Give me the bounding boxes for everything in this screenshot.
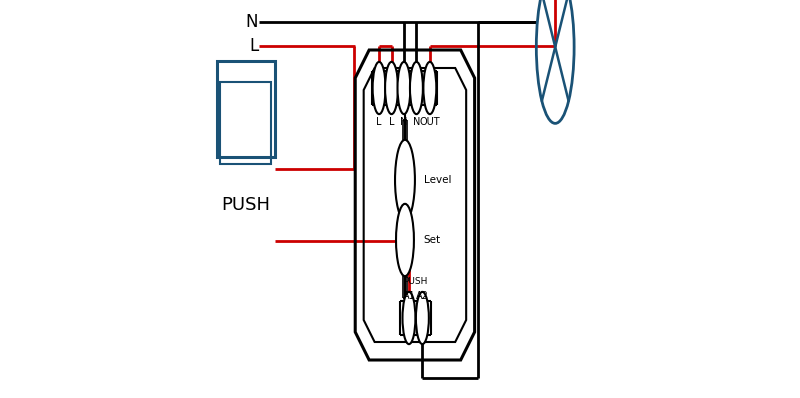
- Text: N: N: [246, 13, 258, 31]
- Ellipse shape: [385, 62, 398, 114]
- Text: OUT: OUT: [419, 117, 440, 127]
- Ellipse shape: [410, 62, 423, 114]
- Text: L: L: [389, 117, 394, 127]
- Ellipse shape: [402, 292, 415, 344]
- Ellipse shape: [373, 62, 386, 114]
- Ellipse shape: [423, 62, 436, 114]
- Ellipse shape: [416, 292, 429, 344]
- Text: A1: A1: [402, 291, 415, 301]
- Text: PUSH: PUSH: [403, 277, 428, 287]
- Text: N: N: [400, 117, 408, 127]
- Bar: [221, 82, 271, 164]
- Text: L: L: [249, 37, 258, 55]
- Ellipse shape: [395, 140, 415, 220]
- Bar: [217, 61, 274, 157]
- Text: N: N: [413, 117, 420, 127]
- Text: PUSH: PUSH: [222, 196, 270, 214]
- Text: Set: Set: [423, 235, 440, 245]
- Text: Level: Level: [424, 175, 451, 185]
- Ellipse shape: [398, 62, 410, 114]
- Text: A2: A2: [416, 291, 429, 301]
- Ellipse shape: [396, 204, 414, 276]
- Text: L: L: [376, 117, 382, 127]
